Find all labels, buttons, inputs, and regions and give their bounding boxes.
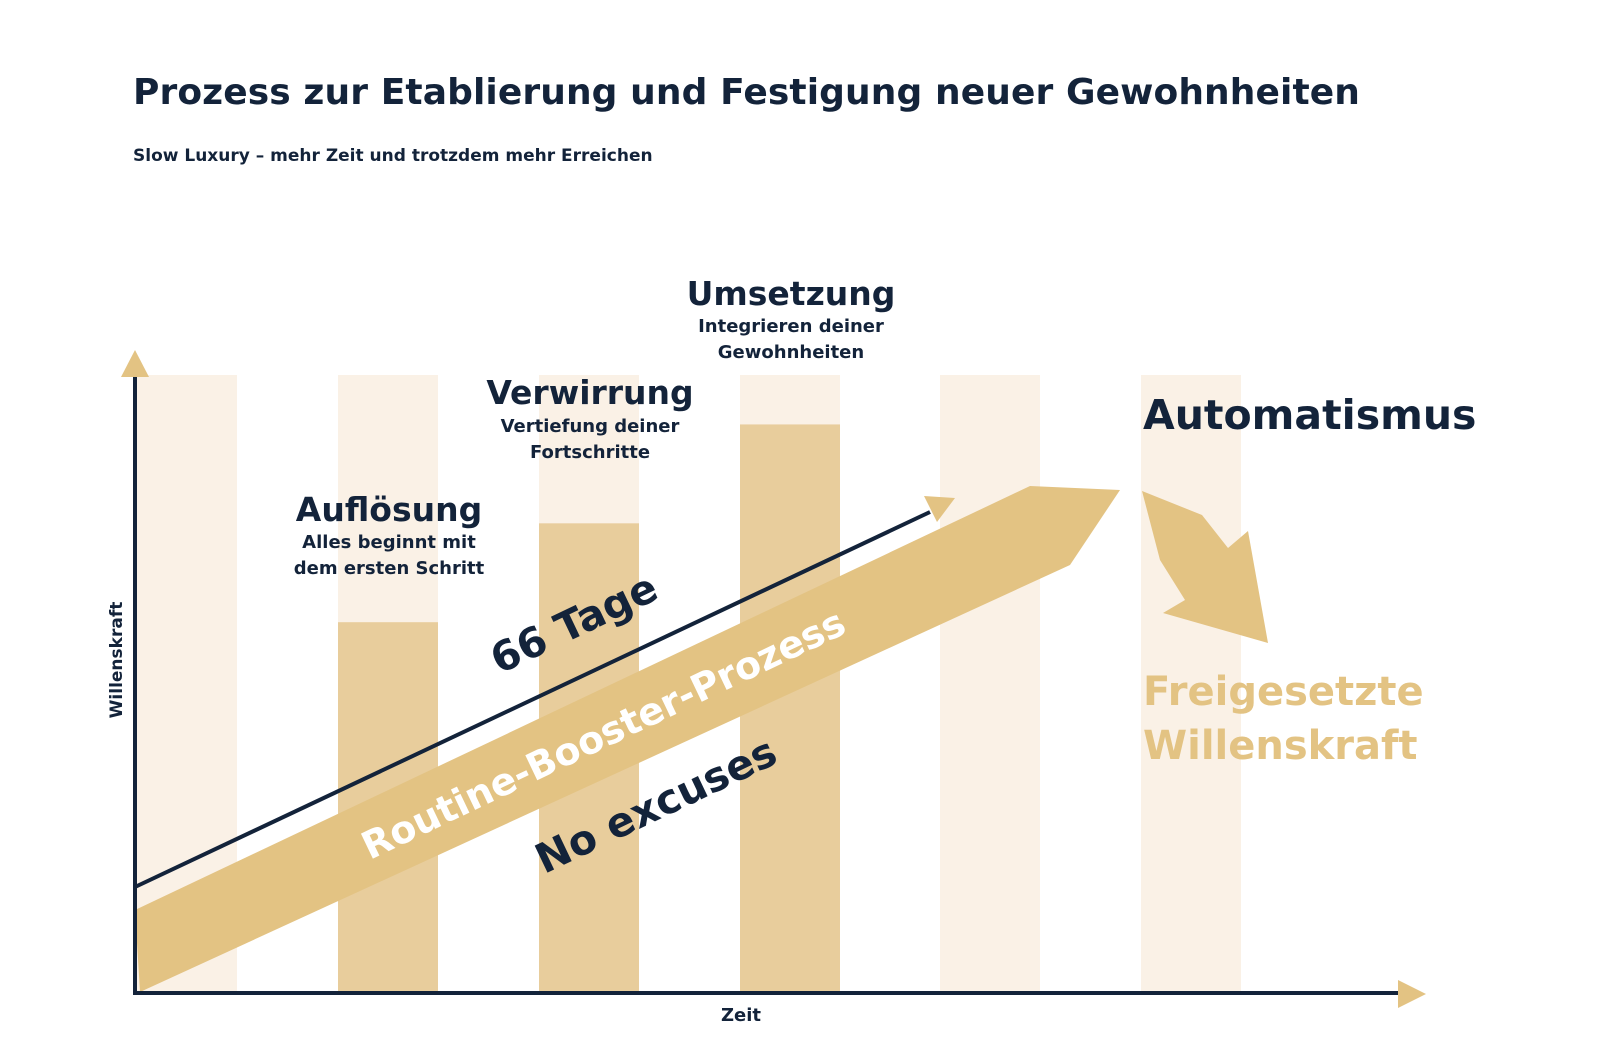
stage-umsetzung: Umsetzung Integrieren deiner Gewohnheite… <box>687 274 896 363</box>
stage-verwirrung-title: Verwirrung <box>486 373 693 412</box>
stage-automatismus-title: Automatismus <box>1143 391 1476 439</box>
stage-verwirrung-line1: Vertiefung deiner <box>501 416 680 437</box>
page-subtitle: Slow Luxury – mehr Zeit und trotzdem meh… <box>133 146 653 166</box>
stage-umsetzung-line1: Integrieren deiner <box>698 316 884 337</box>
stage-umsetzung-line2: Gewohnheiten <box>718 342 864 363</box>
stage-aufloesung-line2: dem ersten Schritt <box>294 558 485 579</box>
column-bg <box>1141 375 1241 993</box>
result-line2: Willenskraft <box>1143 723 1418 769</box>
y-axis-label: Willenskraft <box>107 602 127 719</box>
process-arrow <box>135 486 1120 992</box>
result-line1: Freigesetzte <box>1143 669 1424 715</box>
stage-verwirrung-line2: Fortschritte <box>530 442 650 463</box>
stage-aufloesung-line1: Alles beginnt mit <box>302 532 476 553</box>
x-axis-label: Zeit <box>721 1005 761 1026</box>
stage-umsetzung-title: Umsetzung <box>687 274 896 313</box>
stage-aufloesung: Auflösung Alles beginnt mit dem ersten S… <box>294 490 485 579</box>
stage-aufloesung-title: Auflösung <box>296 490 482 529</box>
x-axis-arrow-icon <box>1398 980 1426 1008</box>
y-axis-arrow-icon <box>121 350 149 377</box>
page-title: Prozess zur Etablierung und Festigung ne… <box>133 72 1361 113</box>
duration-line <box>134 510 931 889</box>
duration-arrow-head-icon <box>924 496 955 522</box>
stage-verwirrung: Verwirrung Vertiefung deiner Fortschritt… <box>486 373 693 463</box>
release-arrow-icon <box>1142 491 1268 643</box>
column-bg <box>940 375 1040 993</box>
